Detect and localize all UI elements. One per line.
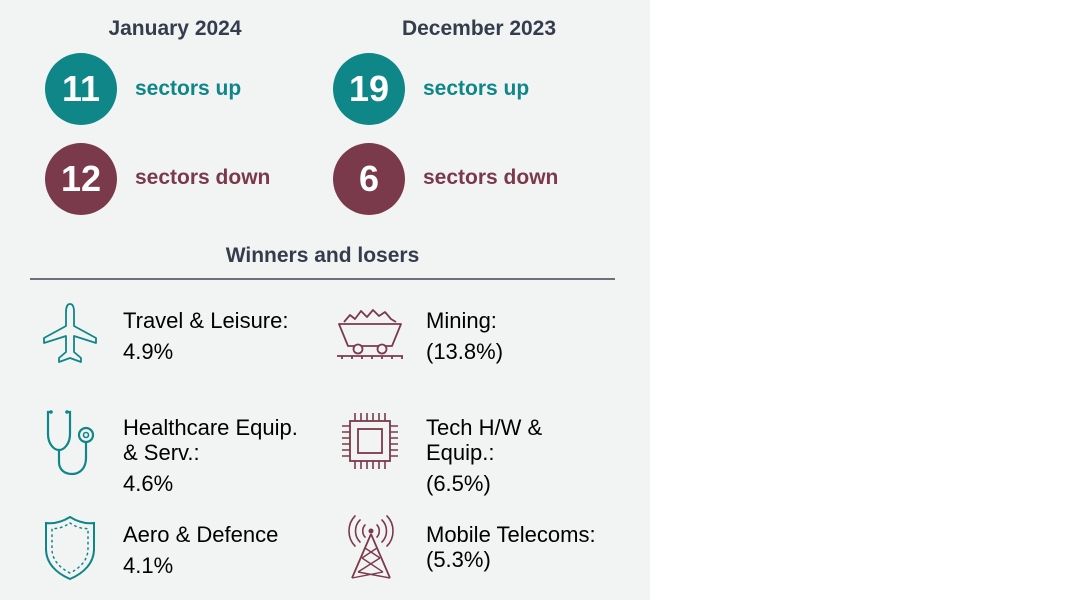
summary-panel: January 2024 11 sectors up 12 sectors do… (0, 0, 650, 600)
sectors-down-count-badge: 12 (45, 143, 117, 215)
loser-item: Mining: (13.8%) (426, 308, 503, 364)
section-divider (30, 278, 615, 280)
sectors-down-count-badge: 6 (333, 143, 405, 215)
winner-name: Aero & Defence (123, 522, 279, 547)
sectors-down-label: sectors down (135, 166, 271, 189)
loser-item: Tech H/W & Equip.: (6.5%) (426, 415, 542, 496)
sectors-up-count-badge: 19 (333, 53, 405, 125)
sectors-up-label: sectors up (135, 77, 242, 100)
airplane-icon (43, 303, 97, 363)
mining-cart-icon (337, 309, 403, 359)
winner-item: Aero & Defence 4.1% (123, 522, 278, 578)
loser-value: (5.3%) (426, 547, 491, 572)
cell-tower-icon (348, 515, 394, 579)
loser-name: Equip.: (426, 440, 495, 465)
sectors-down-label: sectors down (423, 166, 559, 189)
winner-value: 4.6% (123, 471, 174, 496)
microchip-icon (342, 413, 398, 469)
winner-name: Healthcare Equip. (123, 415, 298, 440)
loser-name: Mining: (426, 308, 497, 333)
winner-value: 4.9% (123, 339, 174, 364)
loser-item: Mobile Telecoms: (5.3%) (426, 522, 596, 572)
winner-name: & Serv.: (123, 440, 200, 465)
loser-value: (6.5%) (426, 471, 491, 496)
section-title: Winners and losers (225, 244, 420, 267)
winner-name: Travel & Leisure: (123, 308, 289, 333)
winner-value: 4.1% (123, 553, 174, 578)
month-title-december: December 2023 (401, 17, 557, 40)
shield-icon (45, 515, 95, 581)
loser-value: (13.8%) (426, 339, 504, 364)
winner-item: Travel & Leisure: 4.9% (123, 308, 288, 364)
stethoscope-icon (46, 410, 95, 476)
loser-name: Mobile Telecoms: (426, 522, 596, 547)
winner-item: Healthcare Equip. & Serv.: 4.6% (123, 415, 298, 496)
sectors-up-count-badge: 11 (45, 53, 117, 125)
loser-name: Tech H/W & (426, 415, 543, 440)
month-title-january: January 2024 (108, 17, 242, 40)
sectors-up-label: sectors up (423, 77, 530, 100)
